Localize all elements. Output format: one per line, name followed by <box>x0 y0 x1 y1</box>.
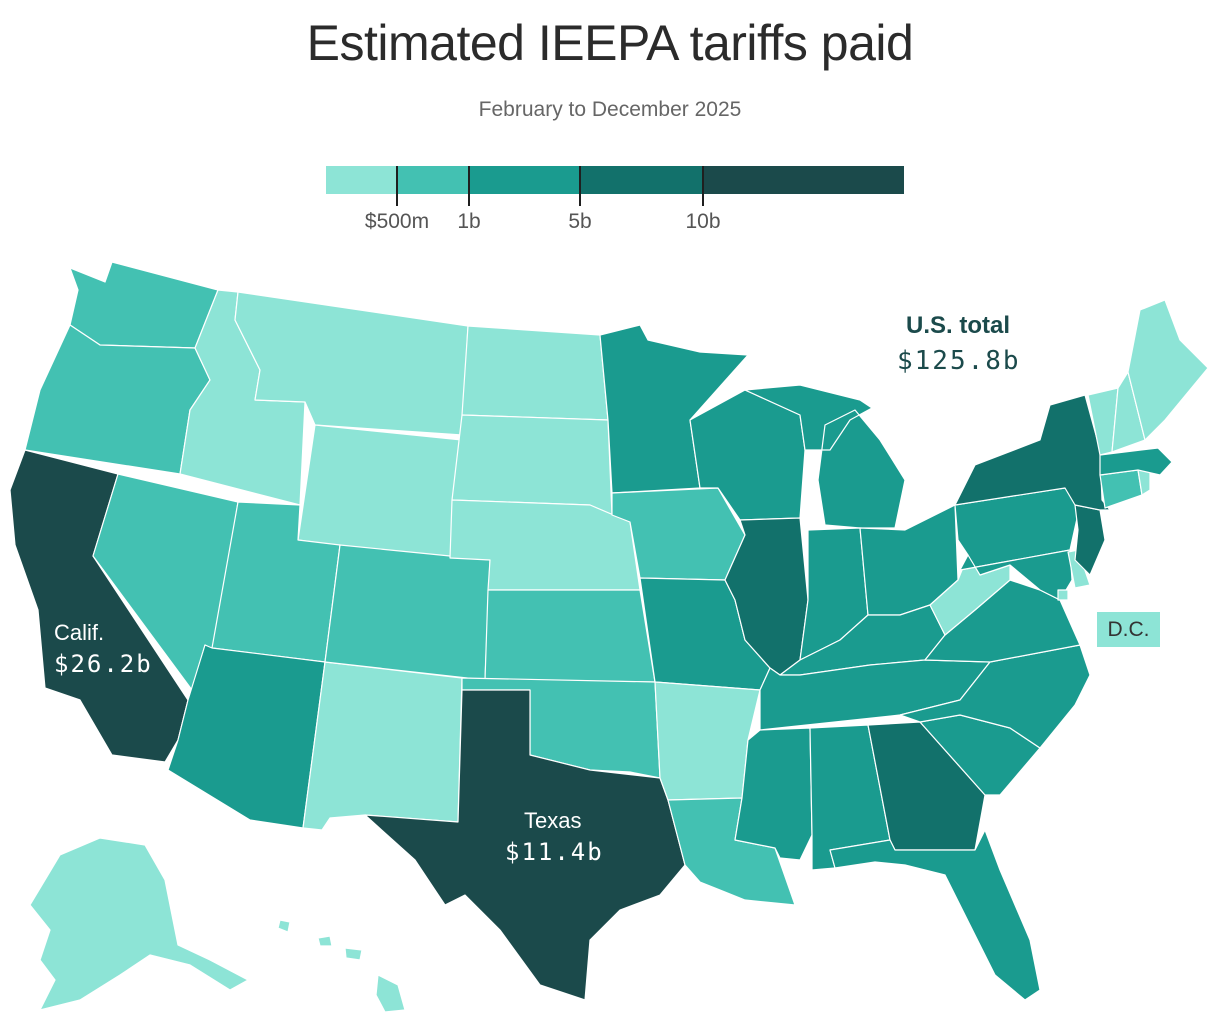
dc-label: D.C. <box>1097 612 1160 647</box>
texas-label: Texas <box>524 808 582 833</box>
state-minnesota[interactable] <box>599 324 749 494</box>
chart-title: Estimated IEEPA tariffs paid <box>306 15 914 71</box>
state-michigan[interactable] <box>744 384 906 529</box>
legend-label-1b: 1b <box>457 210 481 233</box>
state-new-mexico[interactable] <box>302 661 463 831</box>
state-massachusetts[interactable] <box>1099 447 1173 476</box>
legend-tick-5b <box>579 166 581 206</box>
state-south-dakota[interactable] <box>451 414 613 516</box>
legend-tick-500m <box>396 166 398 206</box>
state-texas[interactable] <box>364 689 686 1001</box>
state-north-carolina[interactable] <box>899 644 1091 749</box>
state-alaska[interactable] <box>29 837 249 1011</box>
state-maine[interactable] <box>1127 299 1209 441</box>
state-florida[interactable] <box>829 829 1041 1001</box>
legend-label-10b: 10b <box>685 210 721 233</box>
state-north-dakota[interactable] <box>461 325 609 421</box>
state-kansas[interactable] <box>484 589 656 683</box>
state-new-york[interactable] <box>954 394 1111 511</box>
color-legend <box>326 166 904 194</box>
legend-swatch-3 <box>469 166 580 194</box>
state-new-jersey[interactable] <box>1074 504 1106 576</box>
legend-tick-10b <box>702 166 704 206</box>
legend-swatch-1 <box>326 166 397 194</box>
state-wyoming[interactable] <box>297 424 463 561</box>
state-connecticut[interactable] <box>1099 469 1143 509</box>
state-washington[interactable] <box>69 261 219 349</box>
legend-swatch-5 <box>703 166 904 194</box>
state-colorado[interactable] <box>324 544 491 681</box>
legend-label-5b: 5b <box>568 210 592 233</box>
us-total-value: $125.8b <box>897 346 1021 376</box>
legend-label-500m: $500m <box>364 210 430 233</box>
legend-swatch-2 <box>397 166 469 194</box>
legend-swatch-4 <box>580 166 703 194</box>
chart-subtitle: February to December 2025 <box>478 98 742 121</box>
state-dc[interactable] <box>1057 589 1069 601</box>
state-hawaii[interactable] <box>277 919 406 1013</box>
state-delaware[interactable] <box>1067 549 1091 589</box>
texas-value: $11.4b <box>505 838 604 866</box>
california-value: $26.2b <box>54 650 153 678</box>
state-oregon[interactable] <box>24 324 211 475</box>
legend-tick-1b <box>468 166 470 206</box>
us-total-label: U.S. total <box>906 312 1011 339</box>
california-label: Calif. <box>54 620 105 645</box>
